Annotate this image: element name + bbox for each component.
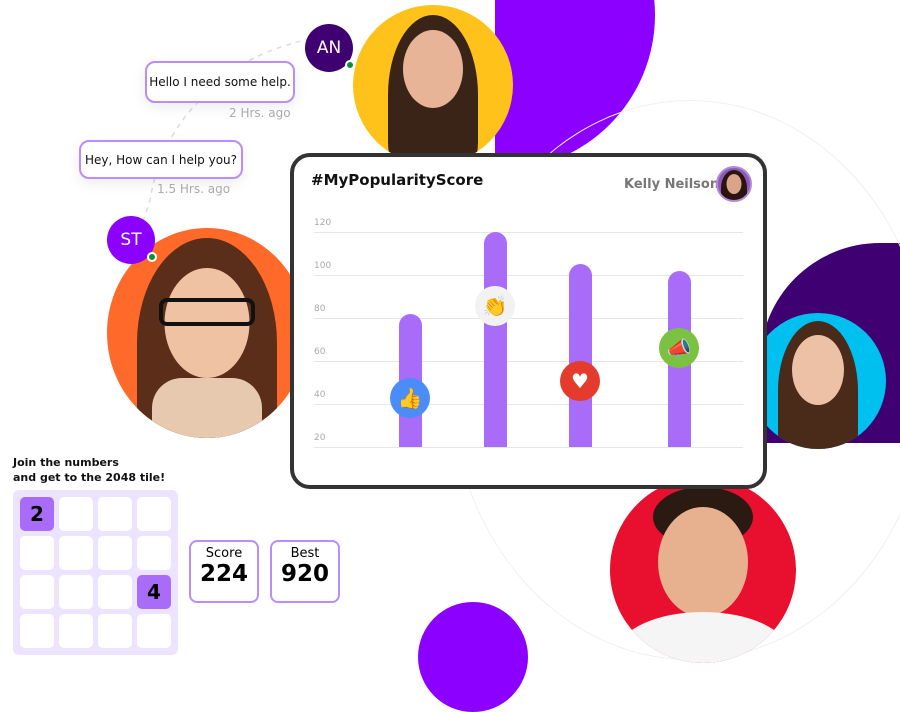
board-cell <box>20 614 54 648</box>
heart-icon[interactable]: ♥ <box>560 361 600 401</box>
y-tick-label: 80 <box>314 304 326 314</box>
board-cell <box>137 614 171 648</box>
card-title: #MyPopularityScore <box>311 171 484 189</box>
y-tick-label: 60 <box>314 347 326 357</box>
board-cell <box>59 575 93 609</box>
board-cell <box>137 497 171 531</box>
bar-clap <box>484 232 507 447</box>
photo-woman-orange <box>107 228 307 438</box>
tile: 4 <box>137 575 171 609</box>
user-name: Kelly Neilson <box>624 177 720 192</box>
board-cell <box>98 575 132 609</box>
online-status-dot <box>147 252 157 262</box>
photo-man-red <box>610 477 796 663</box>
avatar-an[interactable]: AN <box>305 24 355 72</box>
best-box: Best 920 <box>270 540 340 603</box>
photo-woman-blue <box>750 313 886 449</box>
board-cell <box>98 614 132 648</box>
board-cell <box>59 497 93 531</box>
decor-purple-half-circle <box>418 602 528 712</box>
board-cell <box>98 497 132 531</box>
popularity-score-card: #MyPopularityScore Kelly Neilson 120 100 8… <box>290 153 767 489</box>
y-tick-label: 40 <box>314 390 326 400</box>
chat-message: Hello I need some help. <box>145 61 295 103</box>
online-status-dot <box>345 60 355 70</box>
avatar-st[interactable]: ST <box>107 216 157 264</box>
photo-woman-yellow <box>353 5 513 165</box>
thumbs-up-icon[interactable]: 👍 <box>390 378 430 418</box>
game-intro: Join the numbers and get to the 2048 til… <box>13 456 166 484</box>
user-avatar[interactable] <box>716 166 752 202</box>
y-tick-label: 120 <box>314 218 332 228</box>
megaphone-icon[interactable]: 📣 <box>659 328 699 368</box>
gridline <box>314 404 743 405</box>
board-cell <box>20 575 54 609</box>
message-time: 2 Hrs. ago <box>229 106 291 120</box>
message-time: 1.5 Hrs. ago <box>157 182 231 196</box>
gridline <box>314 447 743 448</box>
chart-plot: 120 100 80 60 40 20 👍 👏 ♥ 📣 <box>294 157 763 485</box>
board-cell <box>20 536 54 570</box>
board-cell <box>59 614 93 648</box>
gridline <box>314 318 743 319</box>
board-cell <box>98 536 132 570</box>
clap-icon[interactable]: 👏 <box>475 286 515 326</box>
gridline <box>314 232 743 233</box>
board-cell <box>137 536 171 570</box>
chat-message: Hey, How can I help you? <box>79 140 243 179</box>
gridline <box>314 361 743 362</box>
y-tick-label: 20 <box>314 433 326 443</box>
tile: 2 <box>20 497 54 531</box>
score-box: Score 224 <box>189 540 259 603</box>
gridline <box>314 275 743 276</box>
board-cell <box>59 536 93 570</box>
bar-love <box>569 264 592 447</box>
y-tick-label: 100 <box>314 261 332 271</box>
